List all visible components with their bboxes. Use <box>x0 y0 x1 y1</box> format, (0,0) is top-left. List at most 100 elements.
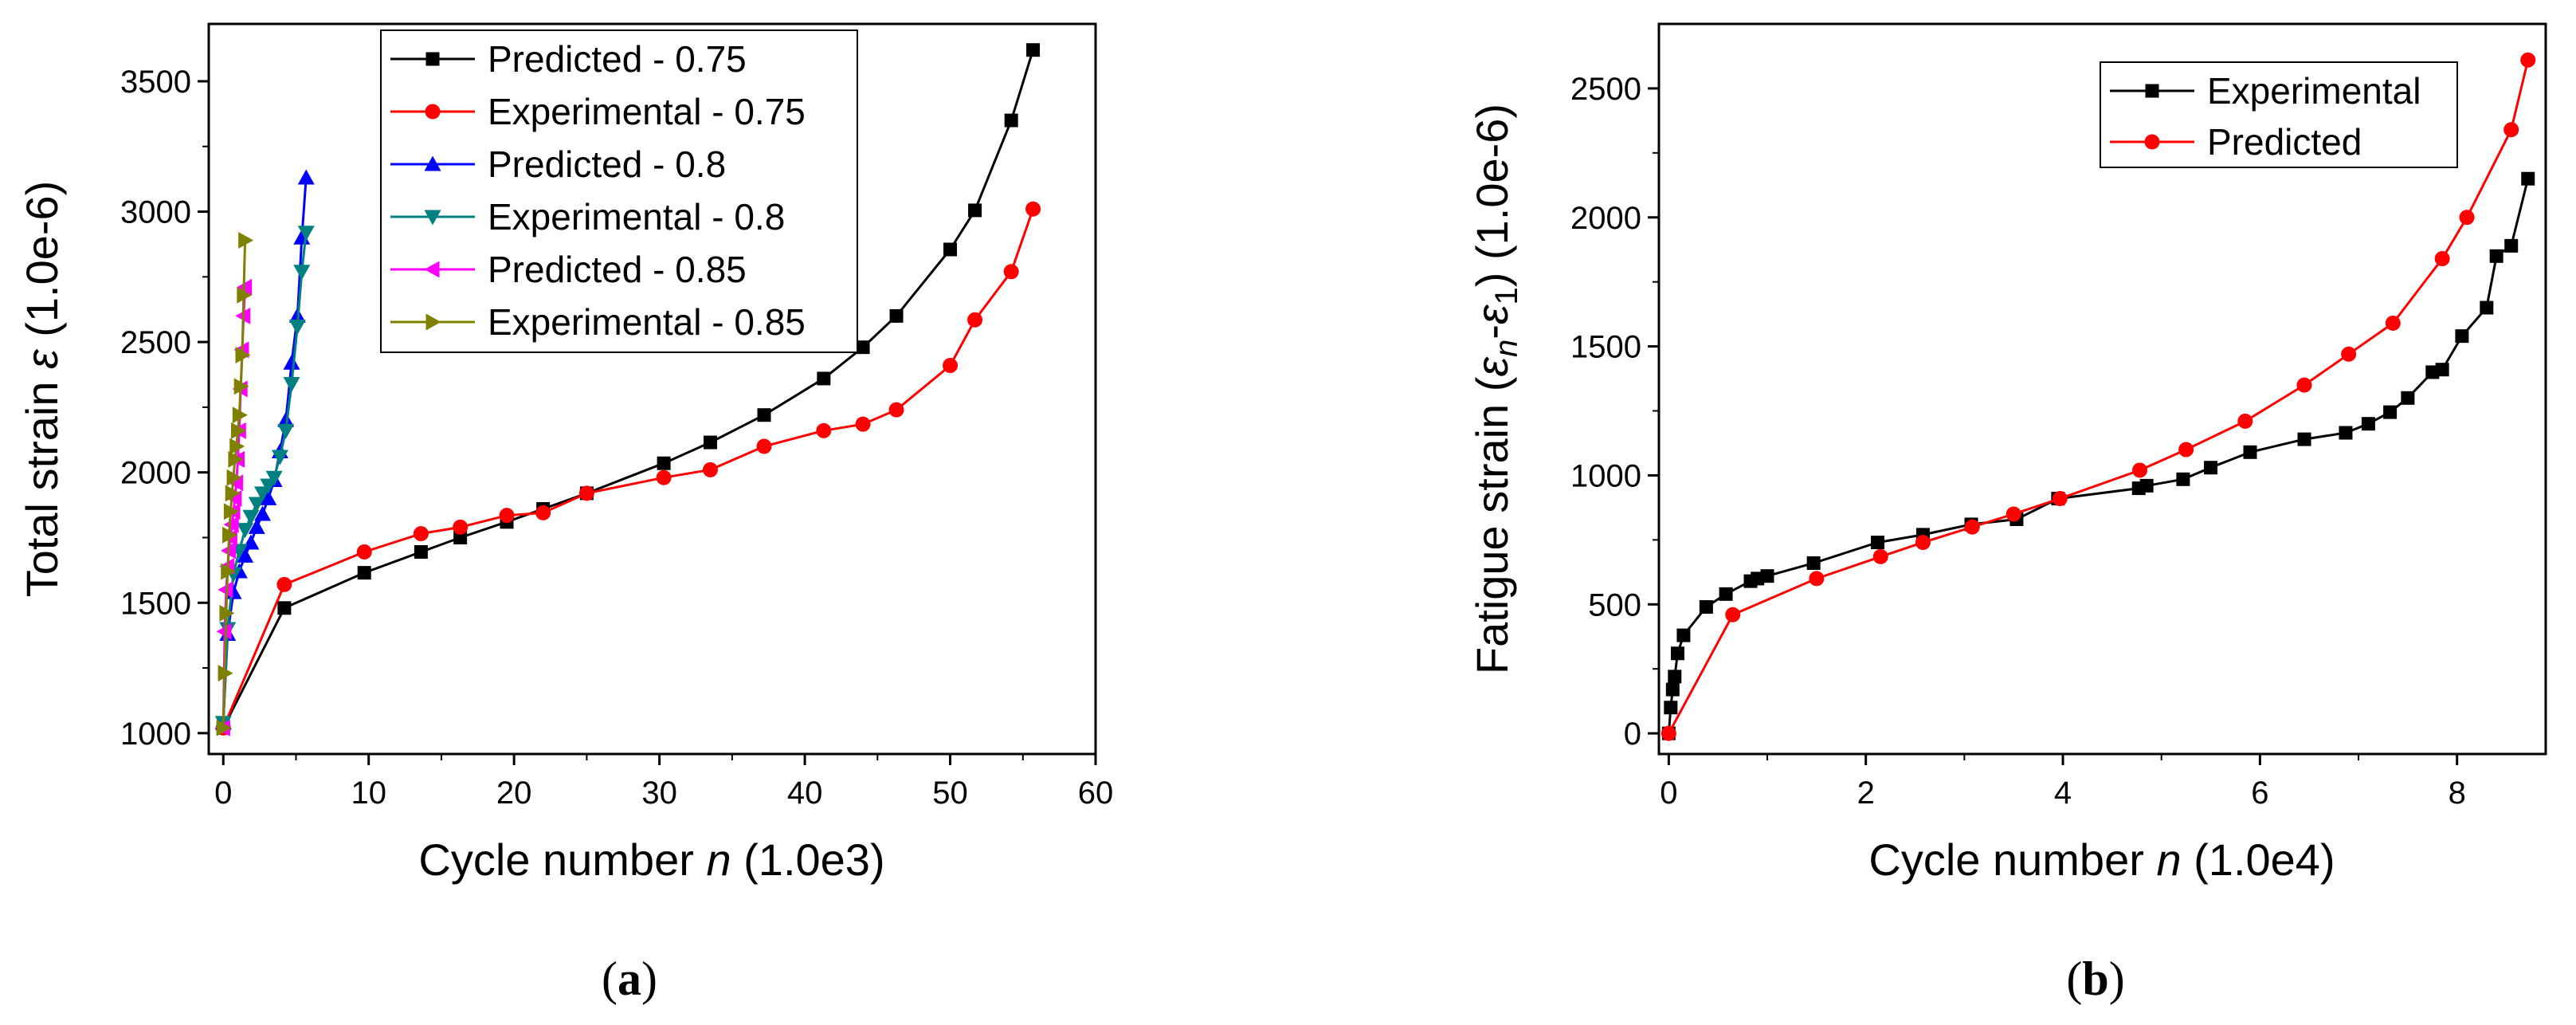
a-series-1-point <box>578 485 594 501</box>
a-series-5-point <box>218 665 233 682</box>
a-legend-marker-2 <box>424 155 441 171</box>
a-xtick-label: 50 <box>932 776 968 811</box>
a-series-1-point <box>276 576 292 592</box>
a-series-3-point <box>237 523 254 539</box>
b-series-0-point <box>1668 670 1682 684</box>
a-series-2-point <box>254 505 272 521</box>
a-series-line-2 <box>222 177 308 723</box>
b-series-1-point <box>1872 548 1888 564</box>
b-series-line-0 <box>1667 178 2530 734</box>
a-series-3-point <box>265 470 283 486</box>
a-series-0-point <box>357 566 371 580</box>
a-legend-label-1: Experimental - 0.75 <box>488 91 806 132</box>
b-series-line-1 <box>1668 59 2530 734</box>
a-series-5-point <box>235 346 251 363</box>
a-series-1-point <box>453 519 469 535</box>
a-series-0-point <box>657 456 671 470</box>
a-series-3-point <box>242 509 260 525</box>
a-series-5-point <box>229 438 245 455</box>
a-series-5-point <box>221 563 237 580</box>
a-series-1-point <box>1025 201 1041 217</box>
b-series-1-point <box>2459 210 2475 226</box>
b-series-0-point <box>2435 363 2449 377</box>
b-ytick-label: 1500 <box>1570 330 1641 365</box>
a-series-5-point <box>225 485 241 502</box>
a-legend-marker-5 <box>425 313 441 331</box>
a-series-0-point <box>757 408 771 422</box>
b-series-1-point <box>2296 377 2312 393</box>
a-series-5-point <box>222 526 238 544</box>
a-ytick-label: 1500 <box>120 586 191 621</box>
panel-a-caption: (a) <box>602 952 657 1005</box>
a-series-1-point <box>943 358 959 374</box>
a-series-1-point <box>413 526 429 542</box>
a-legend-label-0: Predicted - 0.75 <box>488 38 747 80</box>
a-series-1-point <box>656 469 672 485</box>
a-series-0-point <box>943 242 958 257</box>
b-series-0-point <box>1760 569 1774 583</box>
a-ytick-label: 3000 <box>120 195 191 230</box>
b-series-0-point <box>1676 628 1691 642</box>
a-series-2-point <box>248 518 265 534</box>
b-ytick-label: 0 <box>1624 717 1641 752</box>
b-ytick-label: 1000 <box>1570 458 1641 493</box>
a-legend-marker-1 <box>425 104 441 120</box>
b-series-0-point <box>1699 600 1713 615</box>
a-series-3-point <box>283 376 300 392</box>
b-series-0-point <box>1670 646 1684 661</box>
a-series-1-point <box>535 505 551 520</box>
a-series-5-point <box>233 378 249 395</box>
a-series-0-point <box>277 601 292 615</box>
b-series-1-point <box>2131 462 2147 478</box>
a-series-1-point <box>816 422 832 438</box>
b-series-1-point <box>1964 519 1980 535</box>
a-series-0-point <box>889 308 904 323</box>
a-series-1-point <box>888 402 904 418</box>
a-series-3-point <box>277 423 295 439</box>
chart-a-marks <box>214 43 1041 736</box>
chart-a-legend: Predicted - 0.75 Experimental - 0.75 Predi… <box>380 29 858 353</box>
a-series-2-point <box>237 547 254 563</box>
chart-panel-b: 0 2 4 6 8 0 500 1000 1500 2000 2500 Cycle number n… <box>1467 22 2547 1005</box>
b-series-1-point <box>2385 315 2401 331</box>
a-series-5-point <box>216 719 232 736</box>
chart-b-xlabel: Cycle number n (1.0e4) <box>1868 835 2335 885</box>
a-series-1-point <box>356 544 372 560</box>
a-series-5-point <box>226 469 242 486</box>
a-series-0-point <box>1026 43 1041 57</box>
b-legend-marker-0 <box>2145 84 2159 98</box>
a-xtick-label: 60 <box>1078 776 1114 811</box>
b-series-1-point <box>1809 571 1825 587</box>
a-series-1-point <box>702 461 718 477</box>
a-series-4-point <box>223 516 239 533</box>
a-series-2-point <box>297 169 315 185</box>
a-legend-label-2: Predicted - 0.8 <box>488 143 726 185</box>
a-series-5-point <box>219 604 235 622</box>
b-series-0-point <box>1871 536 1885 550</box>
a-legend-label-3: Experimental - 0.8 <box>488 196 785 238</box>
b-series-1-point <box>2503 122 2519 138</box>
b-series-0-point <box>2489 249 2503 263</box>
a-series-0-point <box>453 530 468 544</box>
b-series-1-point <box>2341 346 2357 362</box>
a-series-1-point <box>967 312 983 328</box>
b-legend-marker-1 <box>2144 134 2160 150</box>
b-ytick-label: 2500 <box>1570 72 1641 107</box>
a-series-5-point <box>230 422 246 439</box>
b-xtick-label: 0 <box>1660 776 1677 811</box>
b-series-1-point <box>1660 725 1676 741</box>
b-series-1-point <box>2006 506 2021 522</box>
b-series-0-point <box>1719 587 1733 601</box>
a-series-0-point <box>1004 113 1018 128</box>
b-series-0-point <box>2361 417 2375 431</box>
b-xtick-label: 2 <box>1857 776 1875 811</box>
b-series-0-point <box>2339 426 2353 440</box>
chart-b-ylabel: Fatigue strain (εn-ε1) (1.0e-6) <box>1467 104 1524 674</box>
a-legend-marker-0 <box>425 52 440 66</box>
b-series-0-point <box>1806 556 1821 570</box>
b-xtick-label: 4 <box>2054 776 2072 811</box>
a-xtick-label: 0 <box>214 776 232 811</box>
chart-b-legend: Experimental Predicted <box>2100 61 2458 168</box>
b-ytick-label: 2000 <box>1570 201 1641 236</box>
